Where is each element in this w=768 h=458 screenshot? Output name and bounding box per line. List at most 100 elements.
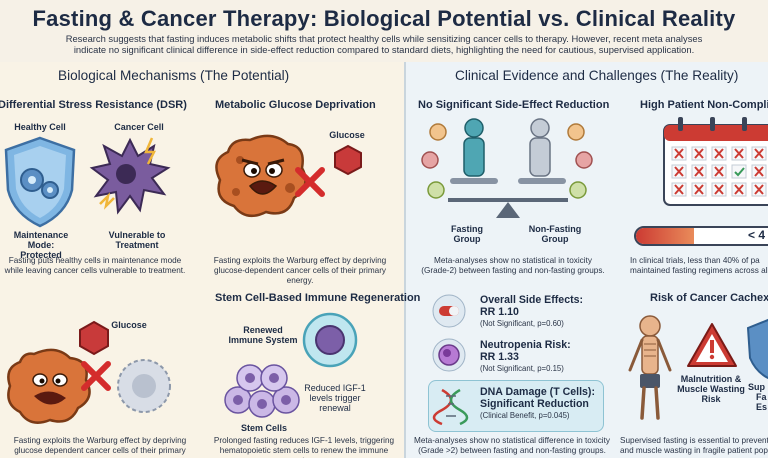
side-effect-caption-line-1: Meta-analyses show no statistical in tox…: [434, 256, 592, 265]
stem-caption-line-1: Prolonged fasting reduces IGF-1 levels, …: [213, 436, 395, 445]
angry-cancer-cell-icon-2: [7, 320, 171, 424]
glucose-title: Metabolic Glucose Deprivation: [215, 99, 376, 111]
cancer-state-line-1: Vulnerable to: [108, 230, 166, 240]
x-mark-icon: [674, 184, 684, 195]
x-mark-icon: [694, 166, 704, 177]
stem-cells-label: Stem Cells: [240, 423, 288, 433]
x-mark-icon: [714, 166, 724, 177]
glucose-label: Glucose: [329, 130, 365, 140]
calendar-icon: [663, 117, 768, 206]
check-mark-icon: [734, 167, 745, 177]
healthy-state-line-1: Maintenance Mode:: [13, 230, 69, 250]
x-mark-icon: [694, 148, 704, 159]
igf-line-3: renewal: [319, 403, 351, 413]
capsule-icon: [432, 294, 466, 328]
compliance-caption-line-2: maintained fasting regimens across all: [630, 266, 768, 275]
glucose-caption: Fasting exploits the Warburg effect by d…: [205, 256, 395, 286]
nonfasting-group-label: Non-Fasting Group: [520, 224, 590, 244]
glucose-caption-2-line-2: glucose dependent cancer cells of their …: [14, 446, 186, 458]
renewed-line-1: Renewed: [243, 325, 283, 335]
warning-icon: [687, 323, 737, 367]
mal-line-1: Malnutrition &: [680, 374, 742, 384]
stat-1-value: RR 1.10: [480, 306, 519, 318]
stat-2-note: (Not Significant, p=0.15): [480, 364, 564, 373]
stat-2-value: RR 1.33: [480, 351, 519, 363]
x-mark-icon: [754, 148, 764, 159]
page-subtitle: Research suggests that fasting induces m…: [40, 33, 728, 55]
subtitle-line-1: Research suggests that fasting induces m…: [65, 33, 703, 44]
cachexia-title: Risk of Cancer Cachexi: [650, 292, 768, 304]
glucose-icon: [334, 144, 362, 176]
healthy-cell-label: Healthy Cell: [14, 122, 66, 132]
x-mark-icon: [694, 184, 704, 195]
stat-2-title: Neutropenia Risk:: [480, 339, 571, 351]
dna-icon: [432, 388, 469, 426]
stats-caption-line-2: (Grade >2) between fasting and non-fasti…: [418, 446, 606, 455]
side-effect-title: No Significant Side-Effect Reduction: [418, 99, 610, 111]
x-mark-icon: [674, 148, 684, 159]
x-mark-icon: [754, 166, 764, 177]
stem-cells-icon: [224, 364, 300, 418]
blood-cell-icon: [432, 338, 466, 372]
x-mark-icon: [754, 184, 764, 195]
right-section-heading: Clinical Evidence and Challenges (The Re…: [455, 68, 739, 83]
shield-icon: [4, 136, 76, 228]
compliance-caption: In clinical trials, less than 40% of pa …: [630, 256, 768, 276]
sup-line-3: Es: [756, 402, 768, 412]
fasting-group-label: Fasting Group: [442, 224, 492, 244]
x-mark-icon: [734, 184, 744, 195]
stat-3-value: Significant Reduction: [480, 398, 589, 410]
healthy-state-line-2: Protected: [20, 250, 62, 260]
fasting-line-1: Fasting: [450, 224, 483, 234]
fasting-line-2: Group: [453, 234, 481, 244]
cancer-state: Vulnerable to Treatment: [100, 230, 174, 250]
nonfasting-line-1: Non-Fasting: [528, 224, 582, 234]
x-mark-icon: [714, 184, 724, 195]
x-mark-icon: [734, 148, 744, 159]
dsr-caption: Fasting puts healthy cells in maintenanc…: [0, 256, 190, 276]
igf-line-2: levels trigger: [309, 393, 361, 403]
cancer-cell-label: Cancer Cell: [114, 122, 164, 132]
renewed-label: Renewed Immune System: [226, 325, 300, 345]
left-section-heading: Biological Mechanisms (The Potential): [58, 68, 290, 83]
stat-3-title: DNA Damage (T Cells):: [480, 386, 595, 398]
healthy-state: Maintenance Mode: Protected: [0, 230, 82, 260]
stem-caption: Prolonged fasting reduces IGF-1 levels, …: [208, 436, 400, 458]
immune-cell-icon: [302, 312, 358, 368]
angry-cancer-cell-icon: [215, 134, 325, 218]
malnutrition-label: Malnutrition & Muscle Wasting Risk: [676, 374, 746, 404]
supervised-label: Sup Fa Es: [748, 382, 768, 412]
stat-3-note: (Clinical Benefit, p=0.045): [480, 411, 570, 420]
stats-caption-line-1: Meta-analyses show no statistical differ…: [414, 436, 610, 445]
shield-icon-2: [746, 318, 768, 380]
dsr-title: Differential Stress Resistance (DSR): [0, 99, 187, 111]
side-effect-caption-line-2: (Grade-2) between fasting and non-fastin…: [421, 266, 605, 275]
x-mark-icon: [674, 166, 684, 177]
page-title: Fasting & Cancer Therapy: Biological Pot…: [32, 6, 736, 31]
cancer-state-line-2: Treatment: [115, 240, 159, 250]
section-divider: [404, 62, 406, 458]
renewed-line-2: Immune System: [228, 335, 298, 345]
nonfasting-line-2: Group: [541, 234, 569, 244]
calendar-day: [731, 164, 747, 179]
cancer-cell-icon: [89, 137, 171, 215]
dsr-caption-line-2: while leaving cancer cells vulnerable to…: [4, 266, 186, 275]
igf-label: Reduced IGF-1 levels trigger renewal: [300, 383, 370, 413]
side-effect-caption: Meta-analyses show no statistical in tox…: [418, 256, 608, 276]
igf-line-1: Reduced IGF-1: [304, 383, 366, 393]
sup-line-1: Sup: [748, 382, 765, 392]
mal-line-2: Muscle Wasting: [677, 384, 745, 394]
compliance-bar: [634, 226, 768, 246]
compliance-bar-fill: [636, 228, 695, 244]
glucose-caption-2: Fasting exploits the Warburg effect by d…: [0, 436, 200, 458]
sup-line-2: Fa: [756, 392, 767, 402]
dna-highlight-box: [428, 380, 604, 432]
dsr-caption-line-1: Fasting puts healthy cells in maintenanc…: [8, 256, 182, 265]
glucose-caption-line-1: Fasting exploits the Warburg effect by d…: [213, 256, 387, 265]
balance-scale-icon: [421, 118, 593, 218]
stats-caption: Meta-analyses show no statistical differ…: [414, 436, 610, 456]
cachexia-caption-line-2: and muscle wasting in fragile patient po…: [620, 446, 768, 455]
compliance-title: High Patient Non-Complia: [640, 99, 768, 111]
glucose-caption-line-2: glucose-dependent cancer cells of their …: [213, 266, 387, 285]
